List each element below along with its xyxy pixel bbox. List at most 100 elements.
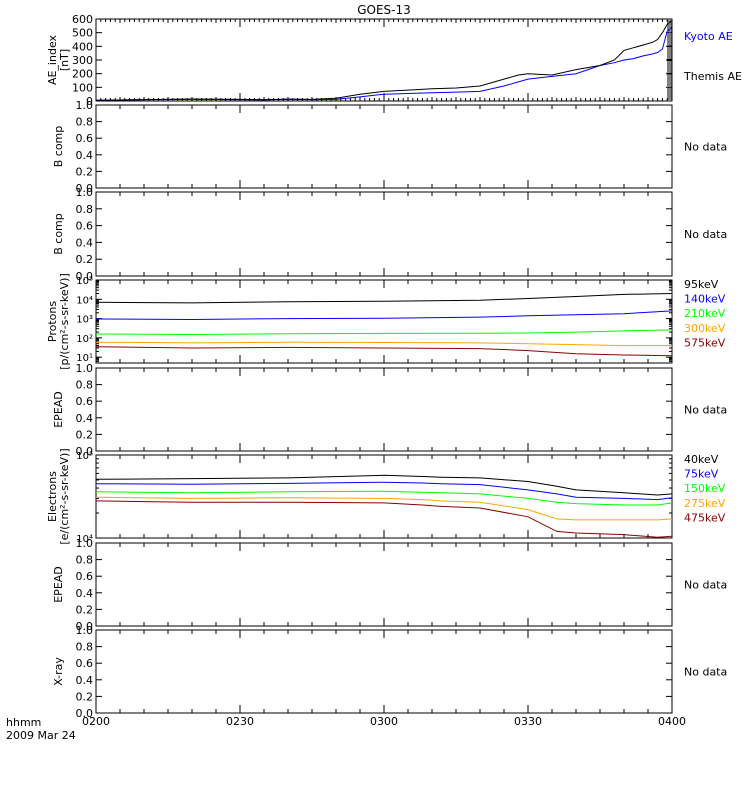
legend-entry: 210keV	[684, 307, 726, 320]
panel-frame	[95, 18, 673, 102]
series-575kev	[95, 346, 673, 357]
y-tick-label: 0.2	[76, 253, 94, 266]
y-tick-label: 300	[72, 54, 93, 67]
y-tick-label: 10³	[76, 315, 93, 326]
y-axis-label: Electrons	[46, 471, 59, 522]
y-tick-label: 1.0	[76, 624, 94, 637]
y-tick-label: 0.0	[76, 707, 94, 720]
y-axis-label: X-ray	[52, 657, 65, 686]
y-axis-label: EPEAD	[52, 391, 65, 428]
legend-entry: 575keV	[684, 336, 726, 349]
no-data-note: No data	[684, 404, 727, 417]
y-axis-label: AE_index	[46, 34, 59, 85]
y-tick-label: 0.0	[76, 620, 94, 633]
y-tick-label: 0.0	[76, 182, 94, 195]
y-tick-label: 10⁵	[76, 451, 93, 462]
y-tick-label: 0.8	[76, 203, 94, 216]
panel-3: 0.0 0.2 0.4 0.6 0.8 1.0 B comp No data	[52, 186, 727, 283]
legend-entry: 140keV	[684, 293, 726, 306]
x-tick-label: 0300	[370, 715, 398, 728]
panel-7: 0.0 0.2 0.4 0.6 0.8 1.0 EPEAD No data	[52, 537, 727, 633]
legend-entry: Kyoto AE	[684, 30, 733, 43]
y-tick-label: 10⁴	[76, 295, 93, 306]
y-tick-label: 0.2	[76, 603, 94, 616]
panel-6: 10⁴ 10⁵ Electrons [e/(cm²-s-sr-keV)] 40keV 75…	[46, 448, 726, 545]
y-tick-label: 0.8	[76, 379, 94, 392]
x-tick-label: 0330	[514, 715, 542, 728]
y-tick-label: 0.6	[76, 657, 94, 670]
y-tick-label: 0.2	[76, 428, 94, 441]
series-475kev	[95, 500, 673, 538]
y-tick-label: 10⁴	[76, 534, 93, 545]
panel-frame	[95, 629, 673, 714]
panel-8: 0.0 0.2 0.4 0.6 0.8 1.0 X-ray No data	[52, 624, 727, 720]
panel-frame	[95, 454, 673, 539]
series-40kev	[95, 474, 673, 496]
time-axis: 0200 0230 0300 0330 0400	[82, 715, 686, 728]
no-data-note: No data	[684, 141, 727, 154]
legend-entry: 95keV	[684, 278, 719, 291]
series-300kev	[95, 341, 672, 347]
no-data-note: No data	[684, 579, 727, 592]
y-tick-label: 0.0	[76, 445, 94, 458]
y-tick-label: 0.4	[76, 674, 94, 687]
y-tick-label: 1.0	[76, 362, 94, 375]
no-data-note: No data	[684, 666, 727, 679]
y-axis-label: B comp	[52, 213, 65, 255]
x-tick-label: 0400	[658, 715, 686, 728]
panel-frame	[95, 542, 673, 627]
y-axis-label: [p/(cm²-s-sr-keV)]	[58, 273, 71, 370]
series-themis-ae	[95, 20, 673, 101]
y-axis-label: [e/(cm²-s-sr-keV)]	[58, 448, 71, 544]
y-tick-label: 0.4	[76, 149, 94, 162]
y-tick-label: 100	[72, 81, 93, 94]
x-tick-label: 0230	[226, 715, 254, 728]
legend-entry: 150keV	[684, 482, 726, 495]
y-axis-label: EPEAD	[52, 566, 65, 603]
y-axis-label: B comp	[52, 126, 65, 168]
panel-frame	[95, 191, 673, 277]
y-tick-label: 1.0	[76, 537, 94, 550]
y-tick-label: 0.6	[76, 220, 94, 233]
y-tick-label: 1.0	[76, 99, 94, 112]
y-tick-label: 0.0	[76, 270, 94, 283]
no-data-note: No data	[684, 228, 727, 241]
legend-entry: 75keV	[684, 468, 719, 481]
y-tick-label: 0.6	[76, 132, 94, 145]
legend-entry: 300keV	[684, 322, 726, 335]
legend-entry: Themis AE	[683, 70, 742, 83]
series-kyoto-ae	[95, 26, 673, 101]
y-tick-label: 0.6	[76, 570, 94, 583]
y-tick-label: 400	[72, 40, 93, 53]
series-275kev	[95, 496, 673, 521]
time-unit-label: hhmm	[6, 716, 41, 729]
legend-entry: 475keV	[684, 511, 726, 524]
y-tick-label: 200	[72, 68, 93, 81]
y-tick-label: 0.8	[76, 641, 94, 654]
series-150kev	[95, 490, 673, 506]
y-tick-label: 10⁵	[76, 276, 93, 287]
y-tick-label: 500	[72, 27, 93, 40]
y-tick-label: 0.4	[76, 236, 94, 249]
series-210kev	[95, 329, 673, 336]
y-tick-label: 10²	[76, 334, 93, 345]
x-tick-label: 0200	[82, 715, 110, 728]
series-95kev	[95, 293, 673, 304]
y-tick-label: 0.2	[76, 165, 94, 178]
y-tick-label: 600	[72, 13, 93, 26]
y-tick-label: 0.2	[76, 690, 94, 703]
series-140kev	[95, 310, 673, 321]
y-axis-label: [nT]	[58, 49, 71, 71]
y-tick-label: 0	[86, 95, 93, 108]
y-tick-label: 0.4	[76, 412, 94, 425]
panel-frame	[95, 367, 673, 452]
plot-title: GOES-13	[357, 3, 411, 17]
y-tick-label: 0.8	[76, 116, 94, 129]
panel-frame	[95, 104, 673, 189]
series-75kev	[95, 481, 673, 501]
panel-4: 10¹ 10² 10³ 10⁴ 10⁵ Protons [p/(cm²-s-sr-keV)]…	[46, 273, 726, 370]
legend-entry: 275keV	[684, 497, 726, 510]
